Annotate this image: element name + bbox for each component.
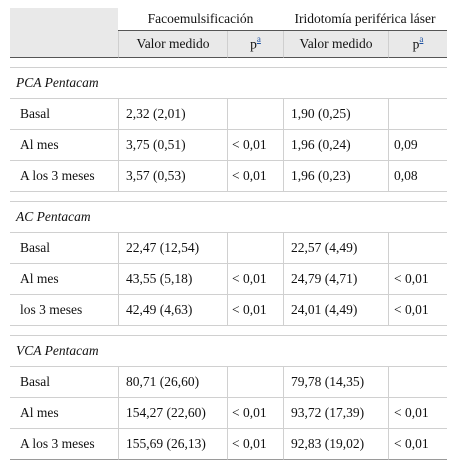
table-row: A los 3 meses 3,57 (0,53) < 0,01 1,96 (0… (10, 161, 447, 192)
row-label: los 3 meses (10, 295, 118, 326)
table-row: Basal 22,47 (12,54) 22,57 (4,49) (10, 233, 447, 264)
header-label-blank (10, 31, 118, 58)
row-label: Al mes (10, 264, 118, 295)
cell-valor-2: 22,57 (4,49) (283, 233, 388, 264)
cell-valor-1: 3,57 (0,53) (118, 161, 227, 192)
cell-p-1: < 0,01 (227, 130, 283, 161)
results-table: Facoemulsificación Iridotomía periférica… (10, 8, 447, 460)
section-spacer (10, 192, 447, 202)
cell-valor-2: 92,83 (19,02) (283, 429, 388, 460)
section-header: AC Pentacam (10, 202, 447, 233)
cell-p-2 (388, 99, 447, 130)
table-row: Al mes 3,75 (0,51) < 0,01 1,96 (0,24) 0,… (10, 130, 447, 161)
cell-valor-1: 22,47 (12,54) (118, 233, 227, 264)
cell-valor-2: 1,96 (0,24) (283, 130, 388, 161)
section-title: PCA Pentacam (10, 68, 447, 99)
section-title: AC Pentacam (10, 202, 447, 233)
cell-valor-2: 24,01 (4,49) (283, 295, 388, 326)
column-header-p-2: pa (388, 31, 447, 58)
cell-p-1 (227, 367, 283, 398)
table-body: PCA Pentacam Basal 2,32 (2,01) 1,90 (0,2… (10, 58, 447, 460)
cell-p-1 (227, 233, 283, 264)
row-label: Al mes (10, 130, 118, 161)
results-table-container: Facoemulsificación Iridotomía periférica… (10, 8, 447, 460)
table-row: Basal 80,71 (26,60) 79,78 (14,35) (10, 367, 447, 398)
column-header-p-1: pa (227, 31, 283, 58)
cell-valor-1: 154,27 (22,60) (118, 398, 227, 429)
row-label: Basal (10, 367, 118, 398)
cell-p-1: < 0,01 (227, 398, 283, 429)
row-label: Basal (10, 233, 118, 264)
p-label: p (412, 36, 420, 52)
cell-p-2: < 0,01 (388, 264, 447, 295)
cell-valor-2: 93,72 (17,39) (283, 398, 388, 429)
group-header-iridotomia: Iridotomía periférica láser (283, 8, 447, 31)
column-header-valor-1: Valor medido (118, 31, 227, 58)
cell-valor-1: 42,49 (4,63) (118, 295, 227, 326)
cell-valor-1: 155,69 (26,13) (118, 429, 227, 460)
cell-p-1 (227, 99, 283, 130)
header-corner (10, 8, 118, 31)
cell-p-2 (388, 233, 447, 264)
cell-p-2: 0,08 (388, 161, 447, 192)
cell-p-2: 0,09 (388, 130, 447, 161)
footnote-link-a[interactable]: a (256, 34, 261, 45)
row-label: Al mes (10, 398, 118, 429)
cell-p-2: < 0,01 (388, 295, 447, 326)
cell-p-1: < 0,01 (227, 295, 283, 326)
cell-valor-2: 1,90 (0,25) (283, 99, 388, 130)
row-label: A los 3 meses (10, 429, 118, 460)
section-header: VCA Pentacam (10, 336, 447, 367)
cell-valor-1: 80,71 (26,60) (118, 367, 227, 398)
section-spacer (10, 326, 447, 336)
column-header-valor-2: Valor medido (283, 31, 388, 58)
row-label: A los 3 meses (10, 161, 118, 192)
cell-p-1: < 0,01 (227, 429, 283, 460)
table-row: los 3 meses 42,49 (4,63) < 0,01 24,01 (4… (10, 295, 447, 326)
section-title: VCA Pentacam (10, 336, 447, 367)
cell-p-2: < 0,01 (388, 429, 447, 460)
table-row: A los 3 meses 155,69 (26,13) < 0,01 92,8… (10, 429, 447, 460)
cell-valor-1: 2,32 (2,01) (118, 99, 227, 130)
cell-p-2 (388, 367, 447, 398)
cell-p-1: < 0,01 (227, 264, 283, 295)
table-row: Al mes 154,27 (22,60) < 0,01 93,72 (17,3… (10, 398, 447, 429)
cell-p-2: < 0,01 (388, 398, 447, 429)
section-header: PCA Pentacam (10, 68, 447, 99)
cell-valor-2: 79,78 (14,35) (283, 367, 388, 398)
cell-valor-1: 3,75 (0,51) (118, 130, 227, 161)
cell-valor-1: 43,55 (5,18) (118, 264, 227, 295)
table-row: Basal 2,32 (2,01) 1,90 (0,25) (10, 99, 447, 130)
table-row: Al mes 43,55 (5,18) < 0,01 24,79 (4,71) … (10, 264, 447, 295)
column-header-row: Valor medido pa Valor medido pa (10, 31, 447, 58)
cell-valor-2: 1,96 (0,23) (283, 161, 388, 192)
row-label: Basal (10, 99, 118, 130)
group-header-row: Facoemulsificación Iridotomía periférica… (10, 8, 447, 31)
p-label: p (250, 36, 257, 52)
section-spacer (10, 58, 447, 68)
cell-valor-2: 24,79 (4,71) (283, 264, 388, 295)
group-header-facoemulsificacion: Facoemulsificación (118, 8, 283, 31)
footnote-link-a[interactable]: a (419, 34, 424, 45)
cell-p-1: < 0,01 (227, 161, 283, 192)
